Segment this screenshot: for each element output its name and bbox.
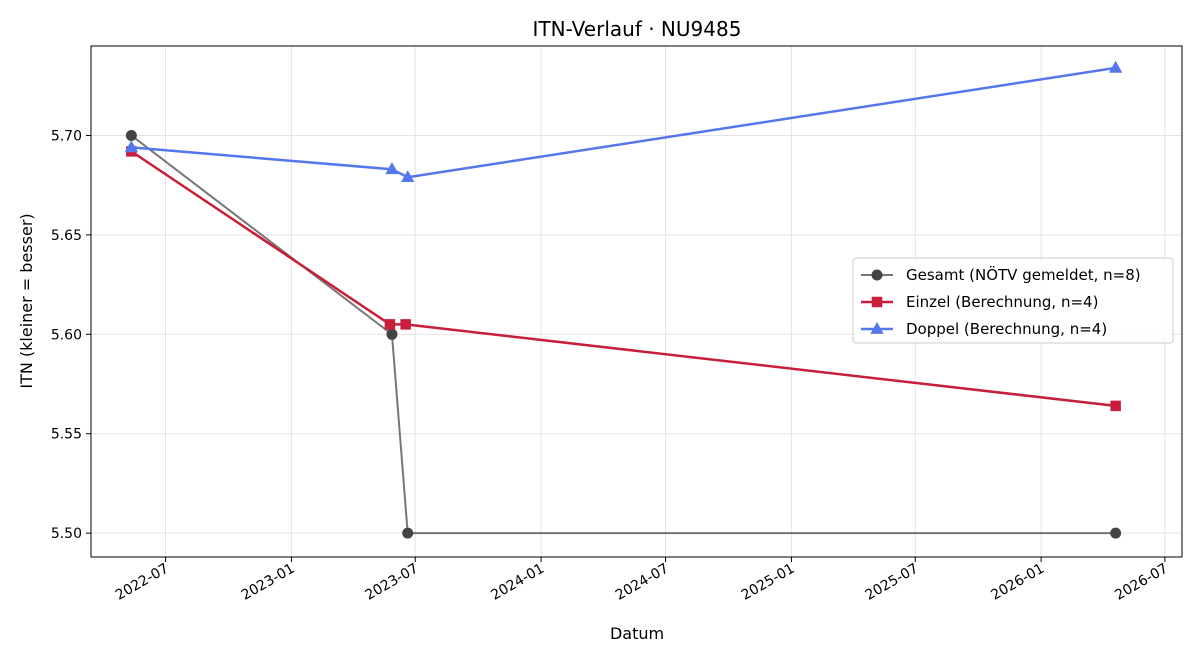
series-line — [130, 150, 1116, 408]
legend-marker — [871, 269, 883, 281]
x-tick-label: 2024-01 — [488, 561, 547, 604]
y-axis: 5.50 5.55 5.60 5.65 5.70 — [51, 128, 91, 542]
y-tick-label: 5.70 — [51, 128, 82, 144]
legend-entry: Einzel (Berechnung, n=4) — [861, 293, 1098, 311]
x-tick-label: 2025-07 — [863, 561, 922, 604]
chart-title: ITN-Verlauf · NU9485 — [533, 17, 742, 41]
data-point — [385, 162, 399, 175]
data-point — [402, 527, 414, 539]
legend-entry: Doppel (Berechnung, n=4) — [861, 320, 1107, 338]
data-point — [125, 129, 137, 141]
x-tick-label: 2023-01 — [239, 561, 298, 604]
y-tick-label: 5.55 — [51, 427, 82, 443]
legend-label: Gesamt (NÖTV gemeldet, n=8) — [906, 265, 1141, 284]
legend: Gesamt (NÖTV gemeldet, n=8) Einzel (Berec… — [852, 257, 1174, 344]
legend-label: Doppel (Berechnung, n=4) — [906, 320, 1107, 338]
legend-entry: Gesamt (NÖTV gemeldet, n=8) — [861, 265, 1141, 284]
y-axis-label: ITN (kleiner = besser) — [17, 213, 36, 388]
legend-marker — [870, 321, 884, 334]
y-tick-label: 5.50 — [51, 526, 82, 542]
legend-box — [852, 257, 1174, 344]
x-tick-label: 2022-07 — [113, 561, 172, 604]
y-tick-label: 5.60 — [51, 327, 82, 343]
series-line — [131, 66, 1116, 179]
plot-area — [90, 45, 1183, 558]
x-tick-label: 2023-07 — [363, 561, 422, 604]
data-point — [384, 319, 396, 330]
data-point — [386, 328, 398, 340]
data-point — [401, 170, 415, 183]
legend-label: Einzel (Berechnung, n=4) — [906, 293, 1098, 311]
x-axis: 2022-07 2023-01 2023-07 2024-01 2024-07 2025-… — [113, 557, 1171, 604]
data-point — [400, 319, 411, 330]
x-tick-label: 2024-07 — [613, 561, 672, 604]
series-line — [130, 134, 1116, 535]
series-layer — [124, 60, 1123, 539]
series-triangle — [124, 60, 1123, 183]
x-axis-label: Datum — [610, 624, 664, 643]
x-tick-label: 2025-01 — [739, 561, 798, 604]
legend-marker — [871, 296, 883, 308]
series-circle — [125, 129, 1122, 539]
data-point — [1110, 400, 1121, 412]
data-point — [1110, 527, 1122, 539]
x-tick-label: 2026-07 — [1112, 561, 1171, 604]
y-tick-label: 5.65 — [51, 228, 82, 244]
data-point — [1108, 60, 1123, 73]
data-point — [124, 140, 139, 153]
x-tick-label: 2026-01 — [988, 561, 1047, 604]
